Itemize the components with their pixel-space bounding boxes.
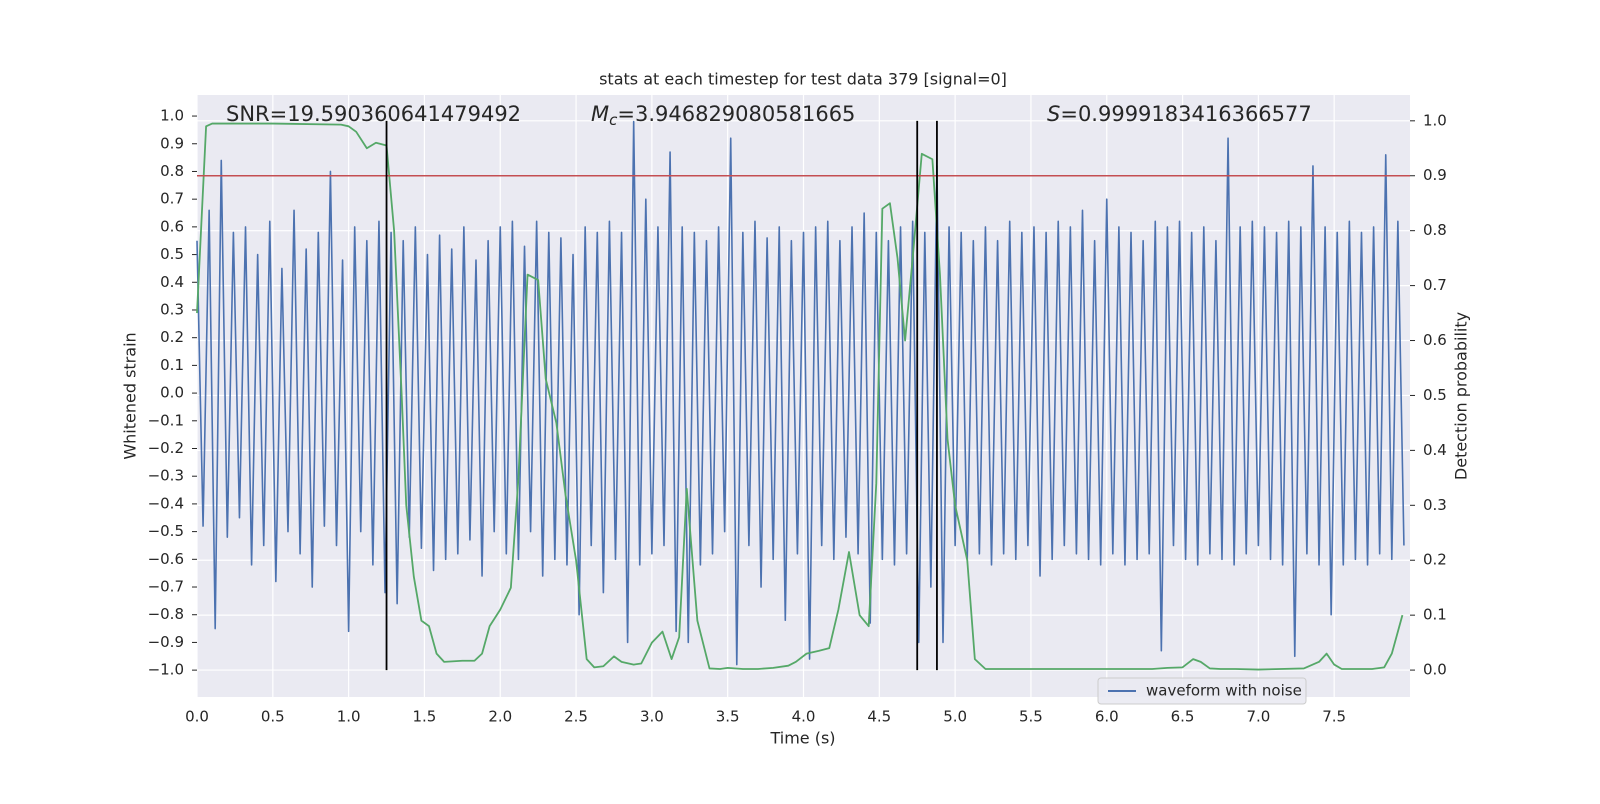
x-tick-label: 0.0 bbox=[185, 708, 209, 726]
y-tick-label: −0.1 bbox=[148, 411, 184, 429]
y-tick-label: 0.2 bbox=[160, 328, 184, 346]
legend: waveform with noise bbox=[1097, 677, 1307, 705]
x-tick-label: 0.5 bbox=[261, 708, 285, 726]
x-tick-label: 6.5 bbox=[1171, 708, 1195, 726]
y-tick-label: −0.3 bbox=[148, 467, 184, 485]
x-tick-label: 4.5 bbox=[867, 708, 891, 726]
y-tick-label: 0.5 bbox=[160, 245, 184, 263]
y2-tick-label: 0.2 bbox=[1423, 551, 1447, 569]
y-tick-label: 1.0 bbox=[160, 107, 184, 125]
x-tick-label: 1.0 bbox=[337, 708, 361, 726]
y2-tick-label: 0.8 bbox=[1423, 221, 1447, 239]
y-tick-label: −0.2 bbox=[148, 439, 184, 457]
x-tick-label: 7.0 bbox=[1246, 708, 1270, 726]
chart-title: stats at each timestep for test data 379… bbox=[599, 70, 1007, 89]
series-line bbox=[196, 122, 1404, 671]
annotation-subscript: c bbox=[609, 111, 618, 129]
y2-tick-label: 0.0 bbox=[1423, 661, 1447, 679]
annotation-symbol: M bbox=[591, 102, 609, 126]
y-tick-label: 0.3 bbox=[160, 300, 184, 318]
y2-tick-label: 0.3 bbox=[1423, 496, 1447, 514]
y2-tick-label: 0.1 bbox=[1423, 606, 1447, 624]
x-tick-label: 1.5 bbox=[413, 708, 437, 726]
annotation-text: =3.946829080581665 bbox=[617, 102, 855, 126]
annotation-text: =0.9999183416366577 bbox=[1060, 102, 1311, 126]
annotation: SNR=19.590360641479492 bbox=[226, 102, 521, 126]
y-tick-label: 0.4 bbox=[160, 273, 184, 291]
annotation-text: SNR=19.590360641479492 bbox=[226, 102, 521, 126]
x-tick-label: 2.0 bbox=[488, 708, 512, 726]
y-tick-label: −0.7 bbox=[148, 578, 184, 596]
y2-tick-label: 0.9 bbox=[1423, 166, 1447, 184]
y2-axis-label: Detection probability bbox=[1452, 312, 1471, 480]
y2-tick-label: 1.0 bbox=[1423, 111, 1447, 129]
y-tick-label: 0.8 bbox=[160, 162, 184, 180]
y-tick-label: −0.4 bbox=[148, 494, 184, 512]
legend-box bbox=[1097, 677, 1307, 705]
y-tick-label: 0.7 bbox=[160, 190, 184, 208]
x-axis-label: Time (s) bbox=[769, 729, 835, 748]
y2-tick-label: 0.5 bbox=[1423, 386, 1447, 404]
y-tick-label: 0.1 bbox=[160, 356, 184, 374]
annotation: Mc=3.946829080581665 bbox=[591, 102, 855, 129]
y-tick-label: −0.8 bbox=[148, 605, 184, 623]
y-tick-label: −0.5 bbox=[148, 522, 184, 540]
y-tick-label: −0.6 bbox=[148, 550, 184, 568]
x-tick-label: 7.5 bbox=[1322, 708, 1346, 726]
x-tick-label: 2.5 bbox=[564, 708, 588, 726]
y-tick-label: 0.9 bbox=[160, 134, 184, 152]
y-tick-label: −1.0 bbox=[148, 661, 184, 679]
x-tick-label: 3.0 bbox=[640, 708, 664, 726]
y-axis-label: Whitened strain bbox=[121, 332, 140, 459]
series-line bbox=[196, 120, 1405, 666]
y-tick-label: 0.6 bbox=[160, 217, 184, 235]
x-tick-label: 3.5 bbox=[716, 708, 740, 726]
x-tick-label: 6.0 bbox=[1095, 708, 1119, 726]
x-tick-label: 5.0 bbox=[943, 708, 967, 726]
x-tick-label: 4.0 bbox=[792, 708, 816, 726]
y2-tick-label: 0.6 bbox=[1423, 331, 1447, 349]
y2-tick-label: 0.4 bbox=[1423, 441, 1447, 459]
legend-label: waveform with noise bbox=[1146, 682, 1302, 700]
annotation: S=0.9999183416366577 bbox=[1047, 102, 1312, 126]
annotation-symbol: S bbox=[1047, 102, 1060, 126]
y-tick-label: −0.9 bbox=[148, 633, 184, 651]
x-tick-label: 5.5 bbox=[1019, 708, 1043, 726]
y-tick-label: 0.0 bbox=[160, 384, 184, 402]
y2-tick-label: 0.7 bbox=[1423, 276, 1447, 294]
